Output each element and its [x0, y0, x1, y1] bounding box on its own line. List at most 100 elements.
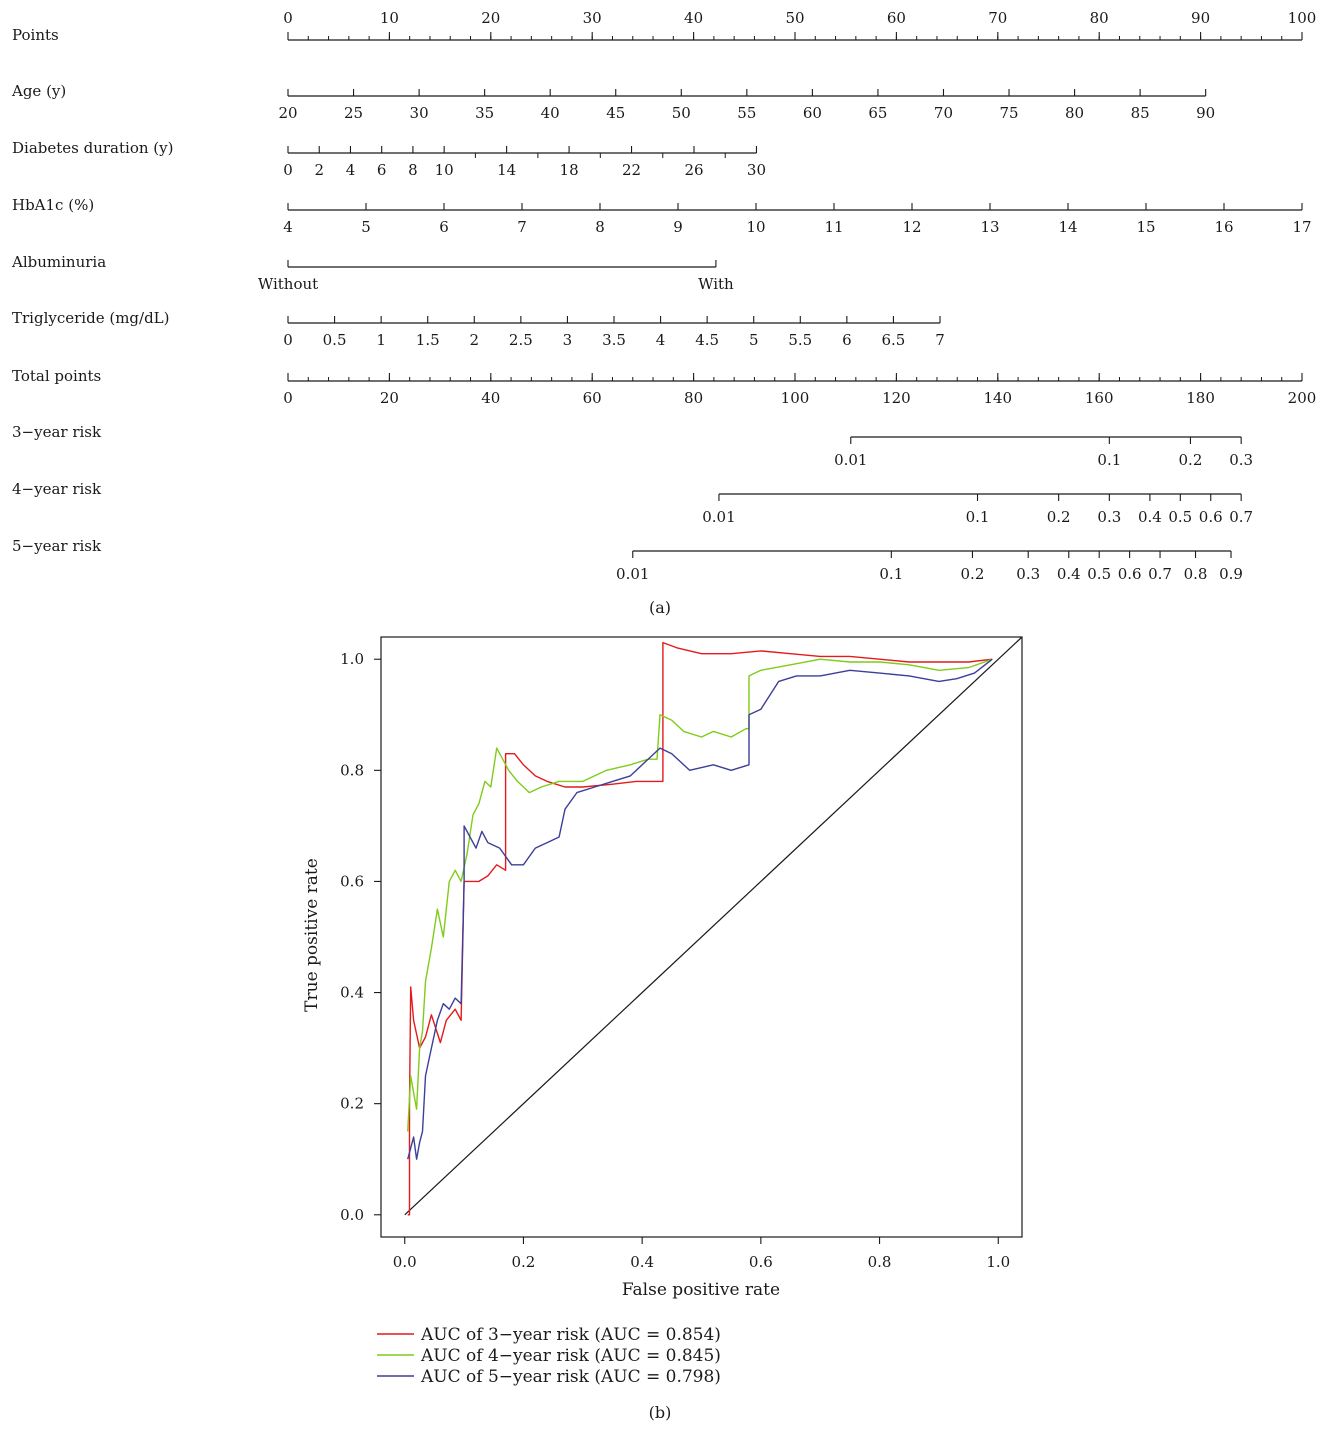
tick-label: 4.5 — [695, 331, 719, 349]
tick-label: 0 — [283, 331, 293, 349]
tick-label: 70 — [934, 104, 953, 122]
tick-label: 60 — [583, 389, 602, 407]
tick-label: With — [698, 275, 734, 293]
tick-label: 5.5 — [788, 331, 812, 349]
legend-entry: AUC of 5−year risk (AUC = 0.798) — [420, 1367, 721, 1387]
tick-label: 80 — [1090, 9, 1109, 27]
tick-label: 3.5 — [602, 331, 626, 349]
tick-label: 16 — [1214, 218, 1233, 236]
tick-label: 0.5 — [1087, 565, 1111, 583]
tick-label: 8 — [595, 218, 605, 236]
row-label: Triglyceride (mg/dL) — [12, 309, 170, 327]
tick-label: 0.7 — [1229, 508, 1253, 526]
reference-diagonal — [404, 636, 1023, 1216]
row-label: 4−year risk — [12, 480, 102, 498]
row-label: 3−year risk — [12, 423, 102, 441]
x-tick-label: 0.4 — [630, 1253, 654, 1271]
tick-label: 15 — [1136, 218, 1155, 236]
tick-label: 6 — [439, 218, 449, 236]
tick-label: 160 — [1085, 389, 1114, 407]
tick-label: 0.1 — [879, 565, 903, 583]
tick-label: 65 — [868, 104, 887, 122]
row-label: Age (y) — [11, 82, 66, 100]
tick-label: 1 — [376, 331, 386, 349]
tick-label: 35 — [475, 104, 494, 122]
y-axis-title: True positive rate — [302, 858, 322, 1012]
tick-label: 14 — [497, 161, 516, 179]
tick-label: 0.6 — [1118, 565, 1142, 583]
tick-label: 70 — [988, 9, 1007, 27]
legend-entry: AUC of 3−year risk (AUC = 0.854) — [420, 1325, 721, 1345]
tick-label: 7 — [517, 218, 527, 236]
tick-label: 10 — [746, 218, 765, 236]
row-label: 5−year risk — [12, 537, 102, 555]
tick-label: 0.4 — [1057, 565, 1081, 583]
tick-label: 0.5 — [1168, 508, 1192, 526]
tick-label: Without — [258, 275, 318, 293]
panel-b-caption: (b) — [649, 1403, 672, 1422]
tick-label: 100 — [1288, 9, 1317, 27]
tick-label: 40 — [541, 104, 560, 122]
tick-label: 6 — [842, 331, 852, 349]
roc-curve-4-year — [407, 658, 993, 1132]
tick-label: 30 — [583, 9, 602, 27]
tick-label: 0.3 — [1097, 508, 1121, 526]
tick-label: 0 — [283, 9, 293, 27]
tick-label: 0.6 — [1199, 508, 1223, 526]
tick-label: 2.5 — [509, 331, 533, 349]
y-tick-label: 0.8 — [340, 761, 364, 779]
tick-label: 0.2 — [1179, 451, 1203, 469]
tick-label: 6.5 — [882, 331, 906, 349]
tick-label: 0.2 — [1047, 508, 1071, 526]
row-label: HbA1c (%) — [12, 196, 94, 214]
tick-label: 30 — [747, 161, 766, 179]
panel-a-caption: (a) — [649, 598, 671, 617]
tick-label: 75 — [999, 104, 1018, 122]
tick-label: 90 — [1196, 104, 1215, 122]
tick-label: 0.4 — [1138, 508, 1162, 526]
tick-label: 17 — [1292, 218, 1311, 236]
x-tick-label: 0.0 — [393, 1253, 417, 1271]
tick-label: 140 — [983, 389, 1012, 407]
tick-label: 5 — [361, 218, 371, 236]
tick-label: 0.3 — [1016, 565, 1040, 583]
tick-label: 60 — [803, 104, 822, 122]
tick-label: 0.1 — [1097, 451, 1121, 469]
tick-label: 0.9 — [1219, 565, 1243, 583]
tick-label: 120 — [882, 389, 911, 407]
row-label: Diabetes duration (y) — [12, 139, 173, 157]
x-tick-label: 0.2 — [512, 1253, 536, 1271]
tick-label: 0.01 — [616, 565, 649, 583]
legend-entry: AUC of 4−year risk (AUC = 0.845) — [420, 1346, 721, 1366]
tick-label: 0.8 — [1184, 565, 1208, 583]
tick-label: 8 — [408, 161, 418, 179]
tick-label: 0.7 — [1148, 565, 1172, 583]
y-tick-label: 0.6 — [340, 872, 364, 890]
tick-label: 10 — [435, 161, 454, 179]
row-label: Albuminuria — [11, 253, 106, 271]
tick-label: 85 — [1131, 104, 1150, 122]
tick-label: 180 — [1186, 389, 1215, 407]
roc-series-group — [407, 641, 993, 1216]
tick-label: 14 — [1058, 218, 1077, 236]
tick-label: 20 — [380, 389, 399, 407]
x-axis-title: False positive rate — [622, 1280, 780, 1300]
tick-label: 0.5 — [323, 331, 347, 349]
tick-label: 0.01 — [834, 451, 867, 469]
tick-label: 10 — [380, 9, 399, 27]
tick-label: 90 — [1191, 9, 1210, 27]
x-tick-label: 0.6 — [749, 1253, 773, 1271]
y-tick-label: 0.2 — [340, 1095, 364, 1113]
y-tick-label: 0.4 — [340, 984, 364, 1002]
diagonal-line — [404, 636, 1023, 1216]
tick-label: 12 — [902, 218, 921, 236]
tick-label: 40 — [684, 9, 703, 27]
x-axis: 0.0 0.2 0.4 0.6 0.8 1.0 — [393, 1237, 1010, 1271]
tick-label: 40 — [481, 389, 500, 407]
tick-label: 50 — [785, 9, 804, 27]
x-tick-label: 0.8 — [868, 1253, 892, 1271]
tick-label: 22 — [622, 161, 641, 179]
tick-label: 30 — [410, 104, 429, 122]
